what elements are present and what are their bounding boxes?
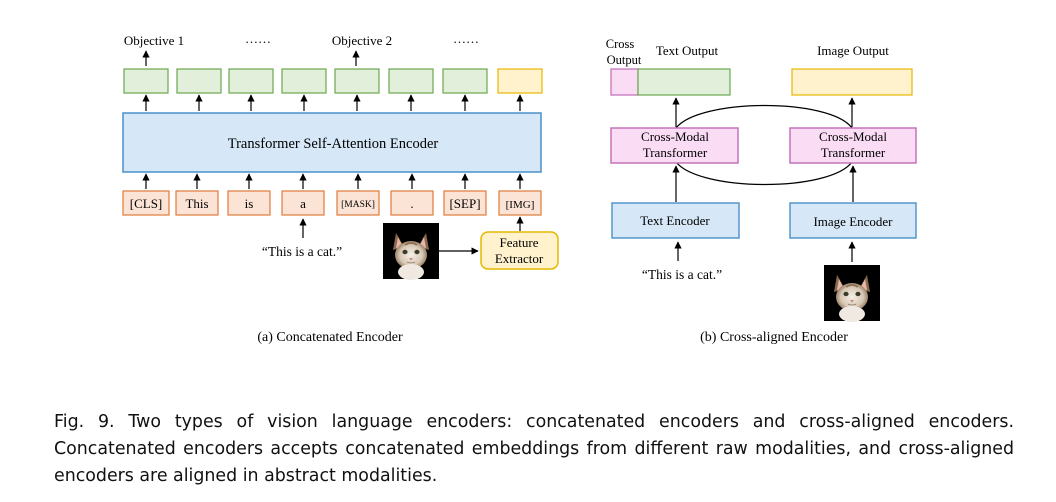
output-embedding-image [497,68,543,94]
token-label: [IMG] [506,199,535,211]
panel-a-caption: (a) Concatenated Encoder [257,330,403,345]
token-box [443,190,487,216]
feature-extractor-label: Extractor [495,251,544,266]
output-embedding-row [123,68,543,94]
text-output-box [637,68,731,96]
transformer-encoder-block [122,112,542,173]
panel-b-caption: (b) Cross-aligned Encoder [700,330,848,345]
cat-image [382,222,440,281]
cross-output-label: Cross [606,37,635,51]
output-embedding [442,68,488,94]
input-text: “This is a cat.” [262,244,342,259]
ellipsis-label: …… [453,31,479,46]
figure-caption: Fig. 9. Two types of vision language enc… [54,412,1014,486]
objective-1-label: Objective 1 [124,33,184,48]
image-output-label: Image Output [817,43,889,58]
diagram-canvas: Objective 1 …… Objective 2 …… Tra [122,31,917,345]
image-encoder-label: Image Encoder [813,214,893,229]
input-text: “This is a cat.” [642,267,722,282]
text-output-label: Text Output [656,43,719,58]
token-box-image [498,190,542,216]
cross-link-bottom [675,161,853,185]
encoder-to-output-arrows [142,94,524,111]
text-encoder-label: Text Encoder [640,213,710,228]
text-encoder-box [611,202,740,239]
token-label: . [410,196,413,211]
output-embedding [228,68,274,94]
token-to-encoder-arrows [142,173,524,189]
token-box [227,190,271,216]
transformer-encoder-label: Transformer Self-Attention Encoder [228,136,439,152]
panel-b-cross-aligned-encoder: Cross Output Text Output Image Output Cr… [606,37,917,345]
cross-modal-label: Cross-Modal [819,129,887,144]
token-label: This [185,196,208,211]
panel-a-concatenated-encoder: Objective 1 …… Objective 2 …… Tra [122,31,559,345]
feature-extractor-box [480,231,559,270]
token-box [122,190,170,216]
token-label: [CLS] [130,196,163,211]
input-token-row: [CLS] This is a [MASK] . [SEP] [IMG] [122,190,542,216]
cross-output-box [610,68,639,96]
cross-output-label: Output [607,53,642,67]
token-box [336,190,380,216]
feature-extractor-label: Feature [500,235,539,250]
cross-modal-label: Cross-Modal [641,129,709,144]
token-label: [SEP] [449,196,480,211]
token-box [281,190,325,216]
ellipsis-label: …… [245,31,271,46]
output-embedding [123,68,169,94]
cross-modal-label: Transformer [821,145,886,160]
token-box [390,190,434,216]
output-embedding [176,68,222,94]
cross-link-top [675,105,853,129]
image-output-box [791,68,913,96]
token-box [175,190,219,216]
cat-image [823,264,881,323]
image-encoder-box [789,202,917,239]
objective-2-label: Objective 2 [332,33,392,48]
token-label: [MASK] [341,200,375,210]
image-cross-modal-transformer [789,127,917,164]
output-embedding [388,68,434,94]
output-embedding [281,68,327,94]
token-label: a [300,196,306,211]
cross-modal-label: Transformer [643,145,708,160]
token-label: is [245,196,254,211]
text-cross-modal-transformer [610,127,739,164]
output-embedding [334,68,380,94]
